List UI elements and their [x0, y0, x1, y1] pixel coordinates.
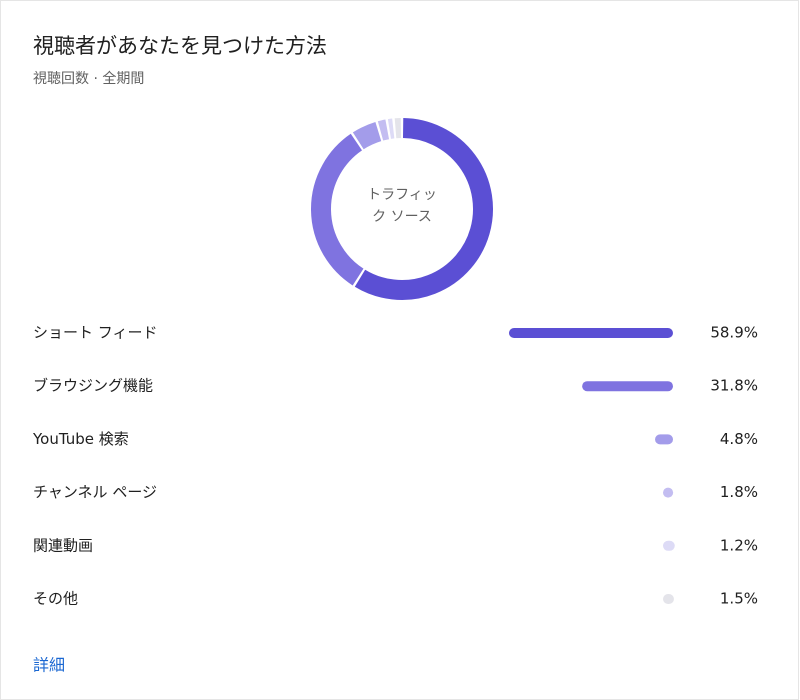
row-label: チャンネル ページ: [33, 483, 157, 501]
row-label: 関連動画: [33, 536, 93, 554]
donut-segment: [387, 118, 395, 139]
value-label: 4.8%: [720, 430, 758, 448]
value-label: 1.2%: [720, 536, 758, 554]
value-label: 58.9%: [710, 324, 758, 342]
chart-title: 視聴者があなたを見つけた方法: [33, 34, 327, 58]
donut-segment: [352, 121, 382, 150]
value-label: 1.8%: [720, 483, 758, 501]
donut-segment: [354, 118, 493, 300]
value-label: 1.5%: [720, 590, 758, 608]
value-label: 31.8%: [710, 377, 758, 395]
center-box: トラフィック ソース: [367, 187, 437, 225]
details-link[interactable]: 詳細: [33, 656, 65, 675]
row-label: ショート フィード: [33, 324, 157, 342]
donut-segment: [311, 133, 364, 286]
row-label: その他: [33, 590, 78, 608]
donut-segment: [377, 119, 390, 141]
center-label: トラフィック ソース: [367, 187, 437, 225]
row-label: YouTube 検索: [32, 430, 129, 448]
chart-subtitle: 視聴回数 · 全期間: [33, 70, 144, 87]
row-label: ブラウジング機能: [33, 377, 153, 395]
